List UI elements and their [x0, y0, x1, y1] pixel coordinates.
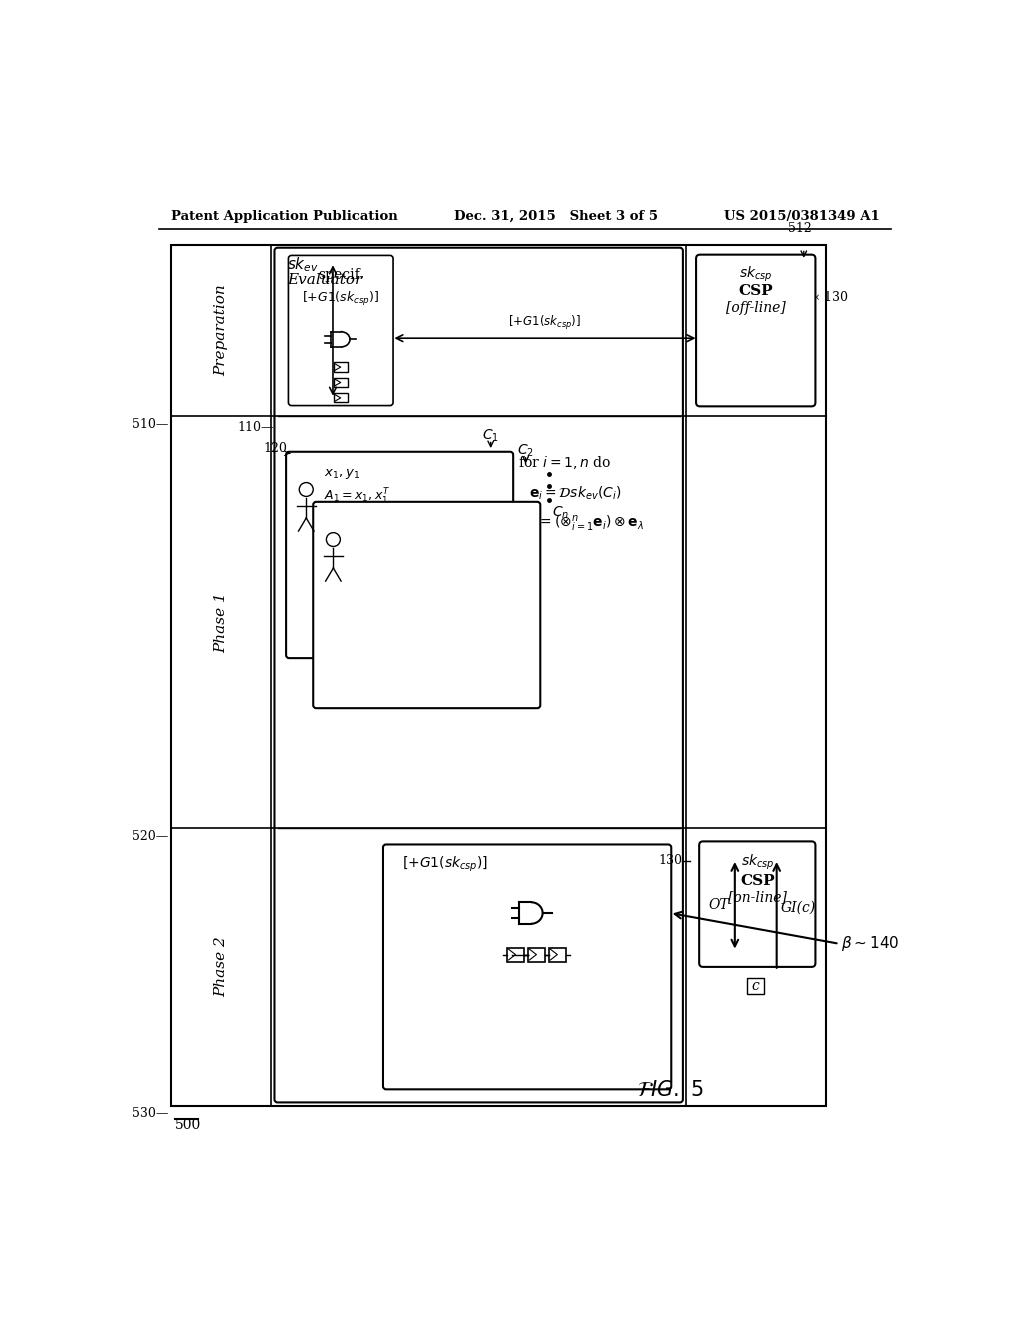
Text: 500: 500	[174, 1118, 201, 1131]
Text: CSP: CSP	[740, 874, 774, 887]
Text: $C_2$: $C_2$	[517, 442, 535, 459]
Text: $b_2 = \mathcal{E}pk_{csp}(A_2; b_2)$: $b_2 = \mathcal{E}pk_{csp}(A_2; b_2)$	[351, 539, 464, 556]
Text: for $i=1,n$ do: for $i=1,n$ do	[518, 454, 611, 471]
Text: $[+G1(sk_{csp})]$: $[+G1(sk_{csp})]$	[401, 855, 487, 874]
Text: $A_1 = x_1, x_1^T$: $A_1 = x_1, x_1^T$	[324, 487, 390, 507]
Text: $b_1 = x_1, y_1$: $b_1 = x_1, y_1$	[324, 508, 387, 525]
Text: $C_1$: $C_1$	[482, 428, 499, 444]
Bar	[334, 363, 348, 372]
Text: Preparation: Preparation	[214, 285, 228, 376]
FancyBboxPatch shape	[286, 451, 513, 659]
Text: c: c	[752, 979, 760, 993]
Text: US 2015/0381349 A1: US 2015/0381349 A1	[724, 210, 880, 223]
Text: $sk_{ev}$: $sk_{ev}$	[287, 255, 318, 275]
Text: $\beta \sim 140$: $\beta \sim 140$	[841, 935, 899, 953]
Text: 110—: 110—	[238, 421, 273, 434]
Bar	[507, 948, 524, 961]
Text: ‹ 130: ‹ 130	[815, 290, 849, 304]
Text: $C_n$: $C_n$	[552, 504, 569, 521]
Text: Patent Application Publication: Patent Application Publication	[171, 210, 397, 223]
Text: 120: 120	[263, 442, 287, 455]
Text: 130: 130	[658, 854, 682, 867]
Text: $x_1, y_1$: $x_1, y_1$	[324, 467, 360, 480]
Text: $A_2$: $A_2$	[351, 520, 367, 536]
Bar	[334, 378, 348, 387]
Text: 530—: 530—	[132, 1107, 168, 1121]
Bar	[528, 948, 545, 961]
Text: $C_1 = \mathcal{E}\, pk_{ev}(c_1)$: $C_1 = \mathcal{E}\, pk_{ev}(c_1)$	[324, 548, 413, 565]
Text: Evaluator: Evaluator	[287, 273, 362, 286]
Text: $\mathbf{c}=(\otimes_{i=1}^n \mathbf{e}_i)\otimes \mathbf{e}_\lambda$: $\mathbf{c}=(\otimes_{i=1}^n \mathbf{e}_…	[529, 515, 644, 535]
Text: specif.: specif.	[318, 268, 364, 282]
Text: [on-line]: [on-line]	[728, 891, 786, 904]
Text: $C_2 = pk_{ev}(c_2)$: $C_2 = pk_{ev}(c_2)$	[351, 558, 431, 576]
Text: OT: OT	[708, 899, 729, 912]
Text: $[+G1(sk_{csp})]$: $[+G1(sk_{csp})]$	[508, 314, 582, 331]
Text: Dec. 31, 2015   Sheet 3 of 5: Dec. 31, 2015 Sheet 3 of 5	[454, 210, 657, 223]
Text: Phase 1: Phase 1	[214, 591, 228, 652]
FancyBboxPatch shape	[313, 502, 541, 708]
Text: $sk_{csp}$: $sk_{csp}$	[740, 853, 774, 871]
Text: $c_1 = \mathcal{E}pk_{csp}(A_1; b_1)$: $c_1 = \mathcal{E}pk_{csp}(A_1; b_1)$	[324, 528, 435, 546]
Text: GI(c): GI(c)	[780, 900, 816, 915]
Text: [off-line]: [off-line]	[726, 301, 785, 314]
Text: $[+G1(sk_{csp})]$: $[+G1(sk_{csp})]$	[302, 289, 380, 308]
Text: CSP: CSP	[738, 284, 773, 298]
Text: $sk_{csp}$: $sk_{csp}$	[739, 264, 772, 284]
Text: Phase 2: Phase 2	[214, 936, 228, 998]
Text: $\mathbf{e}_i = \mathcal{D}sk_{ev}(C_i)$: $\mathbf{e}_i = \mathcal{D}sk_{ev}(C_i)$	[529, 484, 622, 502]
Bar	[334, 393, 348, 403]
Text: $\mathcal{F}IG.\ 5$: $\mathcal{F}IG.\ 5$	[637, 1080, 703, 1100]
Text: 512: 512	[788, 222, 812, 235]
Bar	[549, 948, 566, 961]
Text: 520—: 520—	[132, 830, 168, 843]
Text: 510—: 510—	[132, 418, 168, 430]
Bar	[748, 978, 764, 994]
Bar	[171, 244, 825, 1106]
